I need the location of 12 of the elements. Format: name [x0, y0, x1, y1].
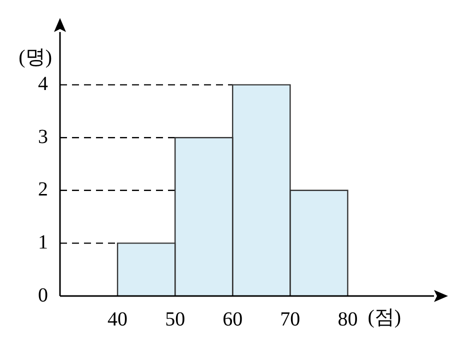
y-axis-title: (명)	[18, 46, 52, 68]
y-tick-label: 4	[38, 73, 48, 96]
x-tick-label: 40	[108, 308, 128, 330]
y-tick-label: 0	[38, 284, 48, 306]
y-tick-label: 3	[38, 126, 48, 148]
x-tick-label: 80	[338, 308, 358, 330]
x-tick-label: 70	[280, 308, 300, 330]
y-tick-label: 2	[38, 178, 48, 201]
x-axis-title: (점)	[368, 306, 402, 328]
y-tick-label: 1	[38, 231, 48, 254]
x-tick-label: 50	[165, 308, 186, 330]
x-tick-label: 60	[222, 308, 243, 330]
